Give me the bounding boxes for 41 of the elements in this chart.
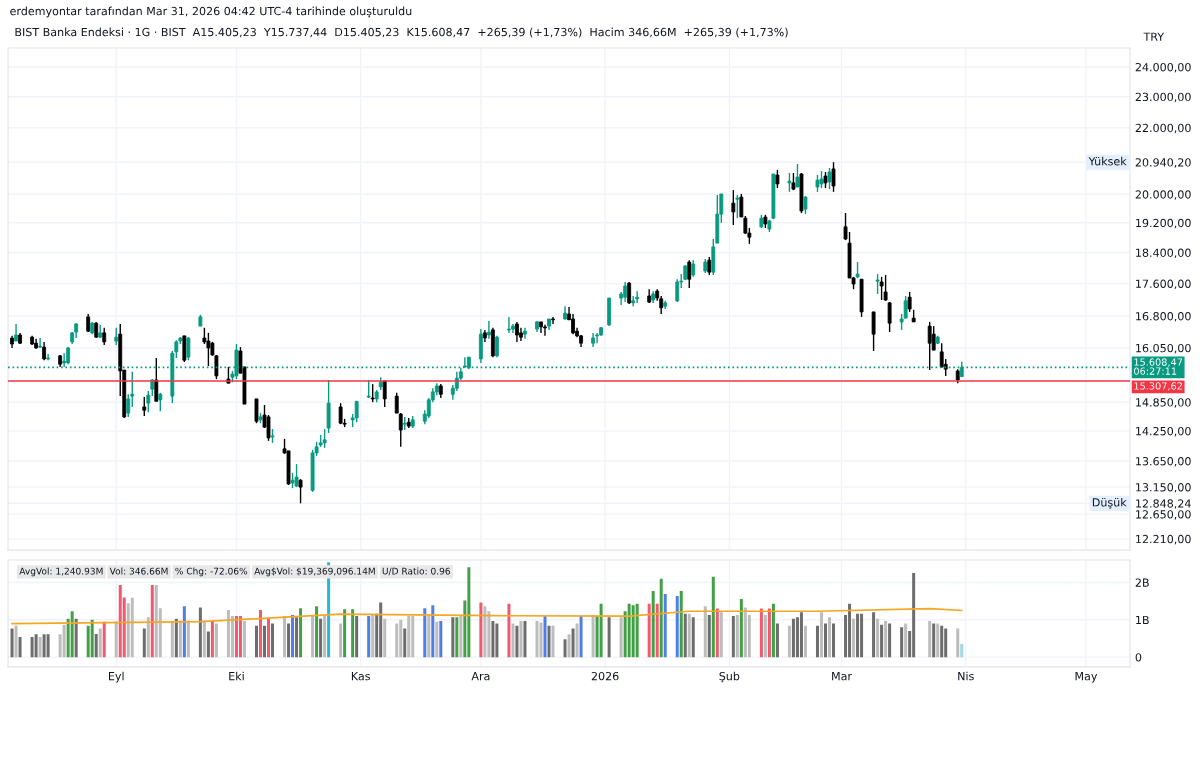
y-tick-label: 20.000,00 <box>1135 190 1191 200</box>
y-tick-label: 14.250,00 <box>1136 426 1191 437</box>
x-tick-label: Eyl <box>108 671 124 683</box>
chart-subtitle: erdemyontar tarafından Mar 31, 2026 04:42 UTC-4 tarihinde oluşturuldu <box>10 6 412 18</box>
y-tick-label: 19.200,00 <box>1136 218 1191 229</box>
annotation: U/D Ratio: 0.96 <box>382 567 451 576</box>
y-tick-label: 16.800,00 <box>1136 312 1191 322</box>
y-tick-label: 18.400,00 <box>1136 248 1191 259</box>
ref-line-label: 15.307,62 <box>1134 382 1182 391</box>
annotation: % Chg: -72.06% <box>175 567 248 577</box>
y-tick-label: 23.000,00 <box>1135 92 1191 103</box>
annotation: Avg$Vol: $19,369,096.14M <box>254 567 375 577</box>
y-tick-label: 14.850,00 <box>1136 398 1191 408</box>
x-tick-label: Nis <box>958 671 974 681</box>
annotation: Düşük <box>1092 497 1127 509</box>
annotation: Vol: 346.66M <box>109 567 168 575</box>
annotation: Yüksek <box>1088 156 1127 166</box>
annotation: AvgVol: 1,240.93M <box>19 567 103 577</box>
y-tick-label: 17.600,00 <box>1136 279 1191 290</box>
y-tick-label: 2B <box>1135 578 1149 587</box>
y-tick-label: 12.650,00 <box>1136 510 1191 520</box>
y-tick-label: 22.000,00 <box>1135 123 1191 134</box>
x-tick-label: Ara <box>471 672 490 681</box>
x-tick-label: Eki <box>229 671 244 681</box>
y-tick-label: 1B <box>1136 615 1149 625</box>
x-tick-label: 2026 <box>591 671 619 681</box>
text: TRY <box>1143 32 1165 41</box>
chart-title: BIST Banka Endeksi · 1G · BIST A15.405,23 Y15.737,44 D15.405,23 K15.608,47 +265,39 (+1,73%) Hacim 346,66M +265,39 (+1,73%) <box>15 27 788 38</box>
ref-line-label: 15.608,47 06:27:11 <box>1134 358 1183 375</box>
y-tick-label: 12.848,24 <box>1136 499 1191 509</box>
y-tick-label: 13.150,00 <box>1136 483 1191 493</box>
x-tick-label: Kas <box>351 672 370 681</box>
x-tick-label: Mar <box>832 672 853 681</box>
x-tick-label: Şub <box>719 671 740 683</box>
y-tick-label: 0 <box>1135 653 1142 662</box>
y-tick-label: 20.940,20 <box>1135 158 1191 168</box>
y-tick-label: 16.050,00 <box>1136 343 1191 354</box>
y-tick-label: 24.000,00 <box>1135 62 1191 73</box>
y-tick-label: 12.210,00 <box>1136 534 1191 545</box>
x-tick-label: May <box>1075 672 1098 683</box>
y-tick-label: 13.650,00 <box>1136 457 1191 467</box>
